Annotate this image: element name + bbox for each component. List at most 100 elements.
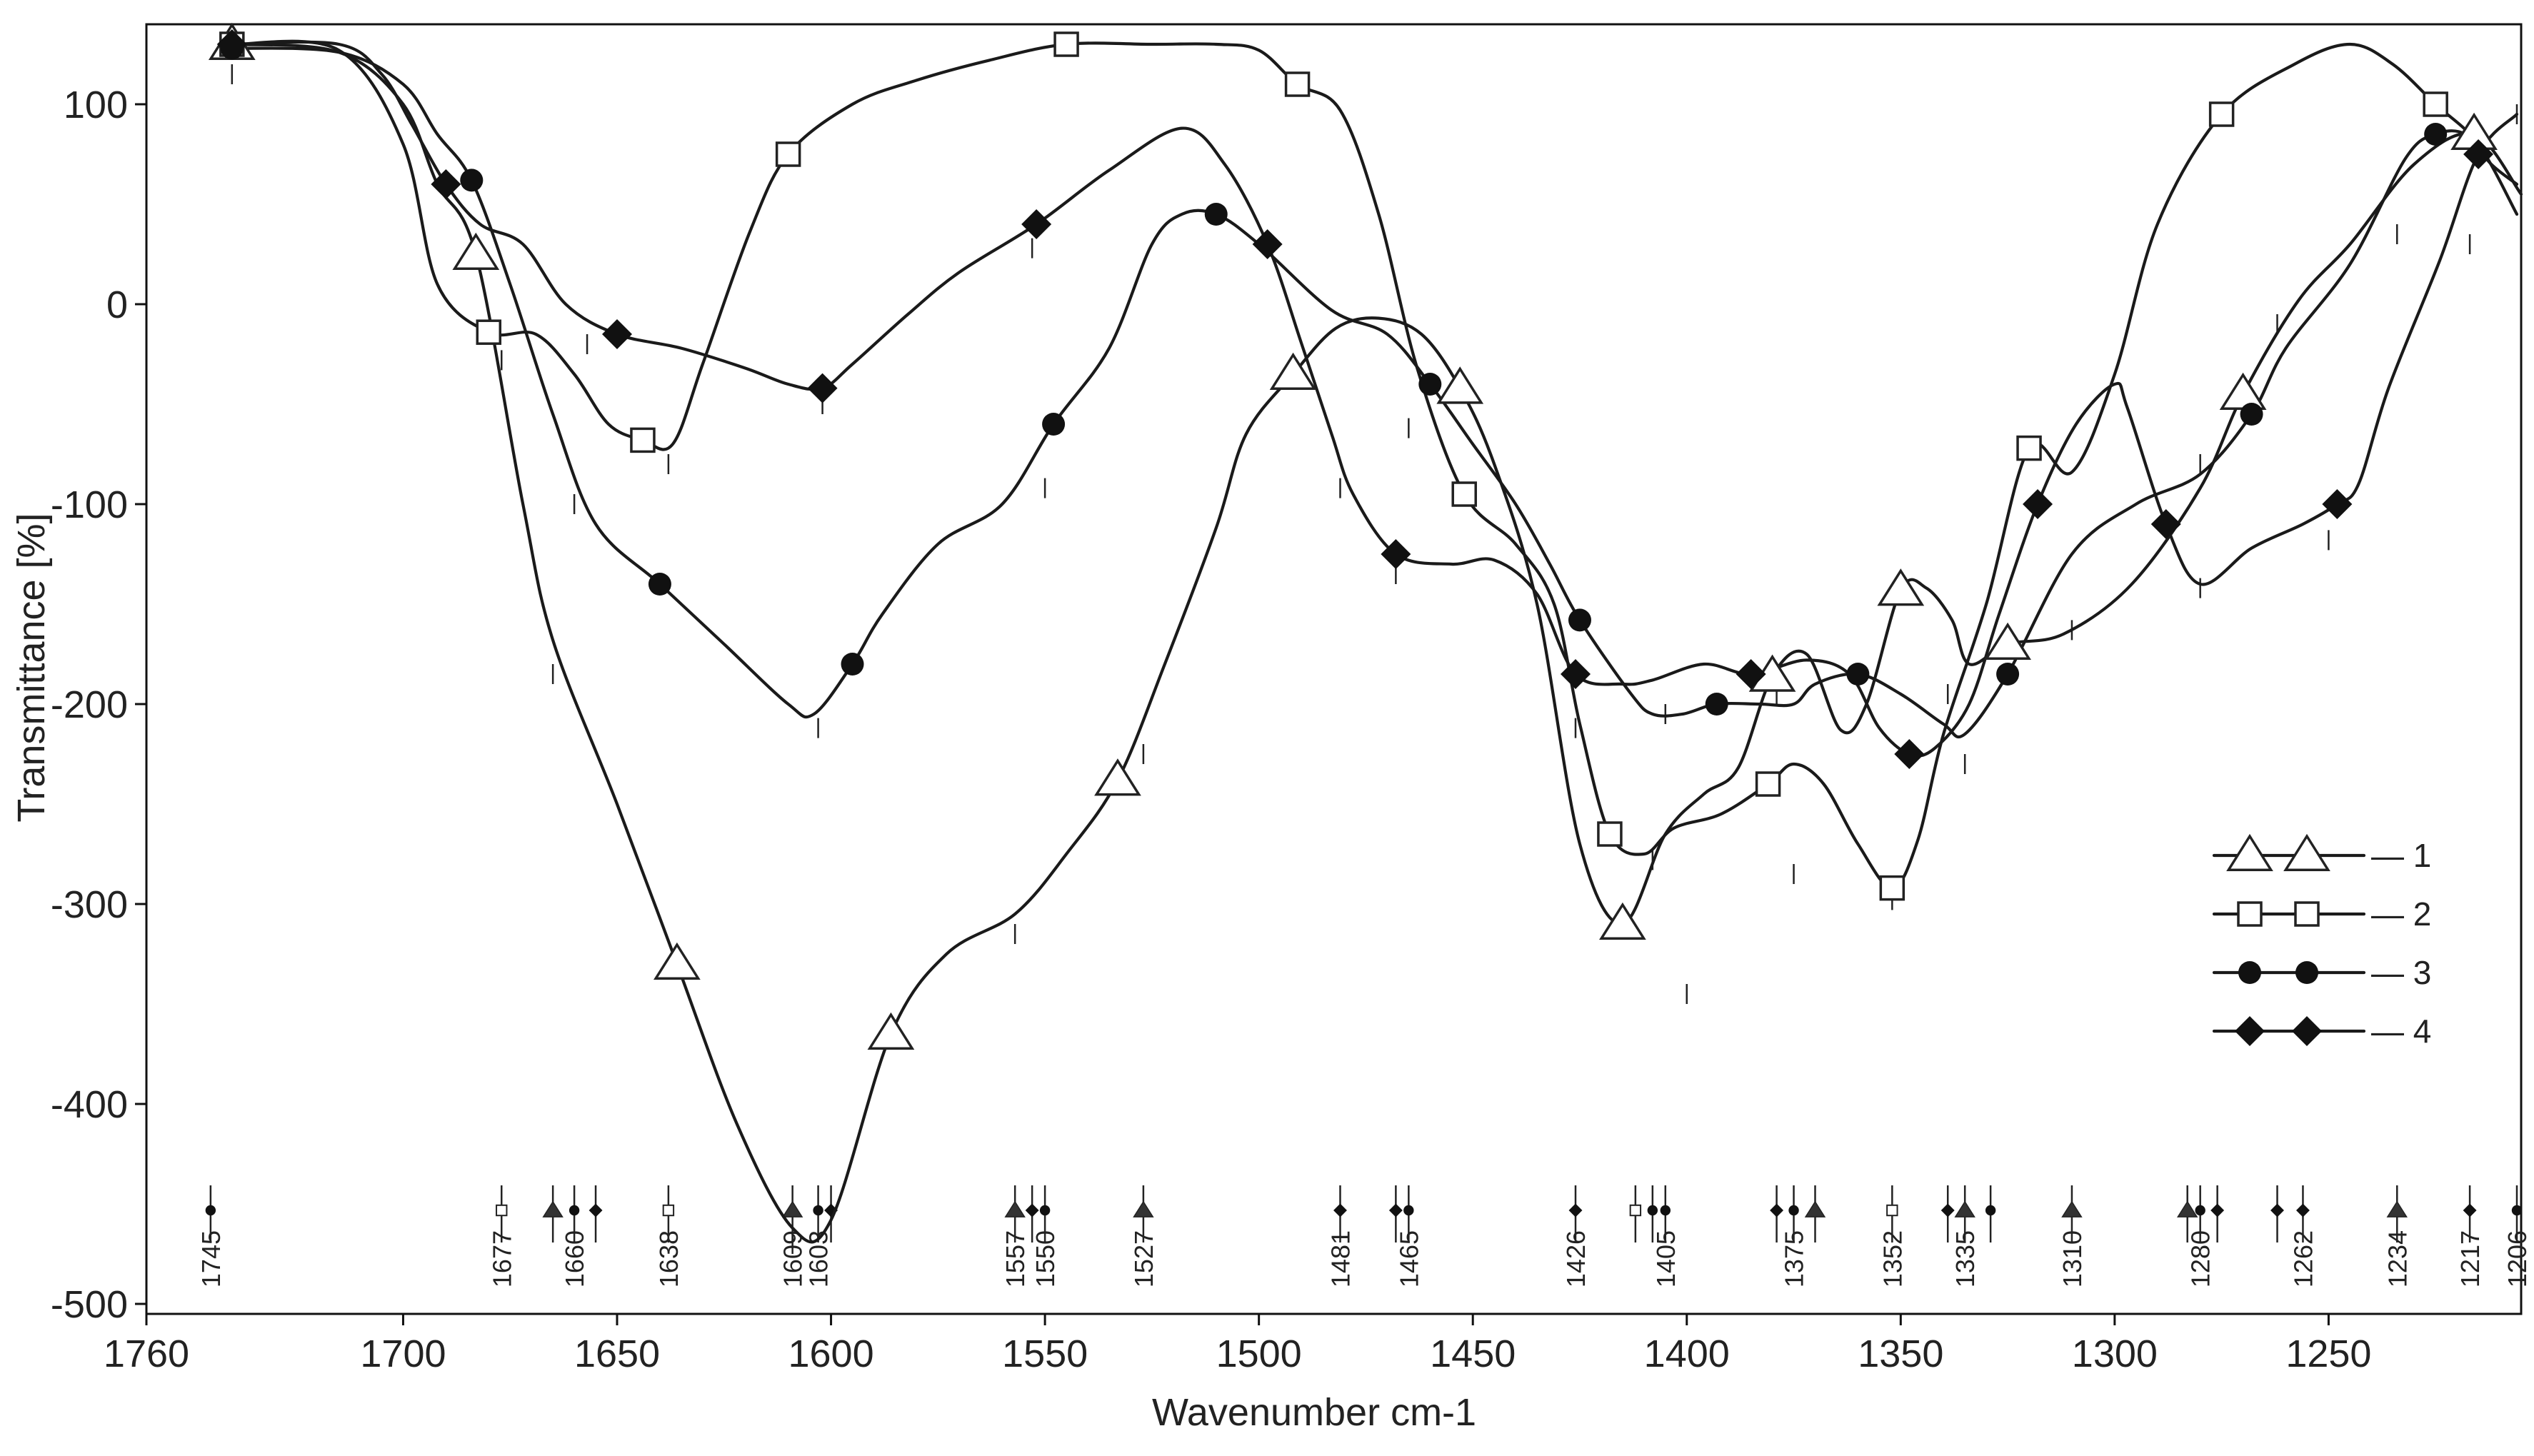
peak-marker-label: 1638 — [654, 1230, 683, 1287]
peak-marker-label: 1335 — [1950, 1230, 1980, 1287]
x-tick-label: 1550 — [1002, 1332, 1088, 1375]
peak-marker-symbol — [1133, 1200, 1154, 1217]
peak-marker-symbol — [1804, 1200, 1826, 1217]
series-4-marker — [1560, 659, 1591, 689]
peak-marker-symbol — [1886, 1204, 1898, 1217]
series-3-marker — [1996, 663, 2020, 686]
peak-marker-symbol — [2061, 1200, 2083, 1217]
legend-marker-triangle-open — [2226, 833, 2273, 871]
peak-marker-symbol — [2270, 1203, 2284, 1217]
peak-marker-label: 1375 — [1780, 1230, 1809, 1287]
peak-marker-symbol — [1770, 1203, 1784, 1217]
series-2-marker — [2016, 435, 2042, 461]
series-1-marker — [1984, 622, 2031, 660]
series-2-marker — [1451, 481, 1477, 507]
series-1-marker — [1094, 758, 1141, 796]
series-3-marker — [2240, 403, 2263, 426]
x-tick-label: 1250 — [2285, 1332, 2371, 1375]
peak-marker-label: 1426 — [1561, 1230, 1591, 1287]
peak-marker-symbol — [1940, 1203, 1955, 1217]
legend-marker-circle-filled — [2295, 961, 2318, 984]
peak-marker-symbol — [2176, 1200, 2198, 1217]
peak-marker-label: 1745 — [196, 1230, 226, 1287]
series-4-marker — [2322, 489, 2353, 519]
peak-marker-symbol — [1568, 1203, 1583, 1217]
peak-marker-symbol — [2210, 1203, 2225, 1217]
peak-marker-label: 1660 — [560, 1230, 589, 1287]
peak-marker-symbol — [1403, 1205, 1414, 1216]
series-4-marker — [2023, 489, 2053, 519]
legend-label: — 4 — [2371, 1013, 2431, 1050]
y-axis-label: Transmittance [%] — [10, 513, 53, 822]
series-line-1 — [230, 42, 2523, 1244]
peak-marker-symbol — [2296, 1203, 2310, 1217]
series-4-marker — [2150, 509, 2181, 539]
legend-marker-square-open — [2237, 901, 2263, 927]
series-3-marker — [648, 573, 671, 596]
peak-marker-label: 1527 — [1129, 1230, 1158, 1287]
peak-marker-label: 1310 — [2058, 1230, 2087, 1287]
y-tick-label: 0 — [106, 283, 128, 326]
peak-marker-symbol — [1333, 1203, 1347, 1217]
series-line-3 — [230, 46, 2519, 739]
series-3-marker — [1418, 373, 1442, 396]
x-tick-label: 1700 — [360, 1332, 446, 1375]
peak-marker-symbol — [813, 1205, 823, 1216]
x-tick-label: 1600 — [788, 1332, 873, 1375]
peak-marker-symbol — [2195, 1205, 2205, 1216]
series-2-marker — [476, 319, 502, 345]
legend-label: — 1 — [2371, 837, 2431, 874]
peak-marker-symbol — [1954, 1200, 1975, 1217]
series-1-marker — [867, 1012, 915, 1050]
series-2-marker — [1284, 71, 1311, 97]
peak-marker-symbol — [2386, 1200, 2408, 1217]
peak-marker-label: 1677 — [487, 1230, 516, 1287]
plot-frame — [145, 23, 2523, 1315]
series-3-marker — [1204, 203, 1228, 226]
series-line-4 — [230, 40, 2519, 758]
series-4-marker — [216, 29, 247, 59]
y-tick-label: -500 — [51, 1283, 128, 1326]
series-4-marker — [602, 319, 633, 349]
series-line-2 — [230, 39, 2519, 890]
series-4-marker — [1894, 739, 1925, 769]
series-4-marker — [431, 169, 461, 199]
peak-marker-label: 1465 — [1394, 1230, 1423, 1287]
series-2-marker — [1053, 31, 1079, 57]
peak-marker-symbol — [1660, 1205, 1671, 1216]
peak-marker-label: 1609 — [778, 1230, 808, 1287]
peak-marker-symbol — [1647, 1205, 1658, 1216]
x-axis-label: Wavenumber cm-1 — [1152, 1391, 1476, 1434]
x-tick-label: 1450 — [1430, 1332, 1516, 1375]
legend-marker-triangle-open — [2283, 833, 2330, 871]
series-1-marker — [1269, 352, 1317, 390]
legend-marker-diamond-filled — [2292, 1016, 2322, 1046]
series-2-marker — [1597, 821, 1623, 847]
series-1-marker — [1877, 568, 1925, 606]
series-4-marker — [1381, 539, 1411, 569]
series-2-marker — [630, 427, 656, 453]
y-tick-label: 100 — [64, 84, 128, 126]
series-3-marker — [1846, 663, 1870, 686]
legend-label: — 3 — [2371, 954, 2431, 991]
y-tick-label: -200 — [51, 683, 128, 726]
x-tick-label: 1400 — [1644, 1332, 1730, 1375]
peak-marker-symbol — [1629, 1204, 1642, 1217]
series-4-marker — [807, 373, 838, 403]
peak-marker-symbol — [2511, 1205, 2523, 1216]
series-2-marker — [2423, 91, 2448, 117]
peak-marker-symbol — [1039, 1205, 1051, 1216]
y-tick-label: -100 — [51, 483, 128, 526]
peak-marker-label: 1217 — [2455, 1230, 2485, 1287]
series-1-marker — [452, 232, 500, 270]
x-tick-label: 1760 — [104, 1332, 189, 1375]
series-1-marker — [2219, 372, 2267, 410]
series-2-marker — [775, 141, 801, 167]
peak-marker-symbol — [1388, 1203, 1403, 1217]
series-4-marker — [1736, 659, 1766, 689]
series-1-marker — [1436, 366, 1484, 404]
peak-marker-label: 1557 — [1001, 1230, 1030, 1287]
peak-marker-label: 1206 — [2503, 1230, 2532, 1287]
